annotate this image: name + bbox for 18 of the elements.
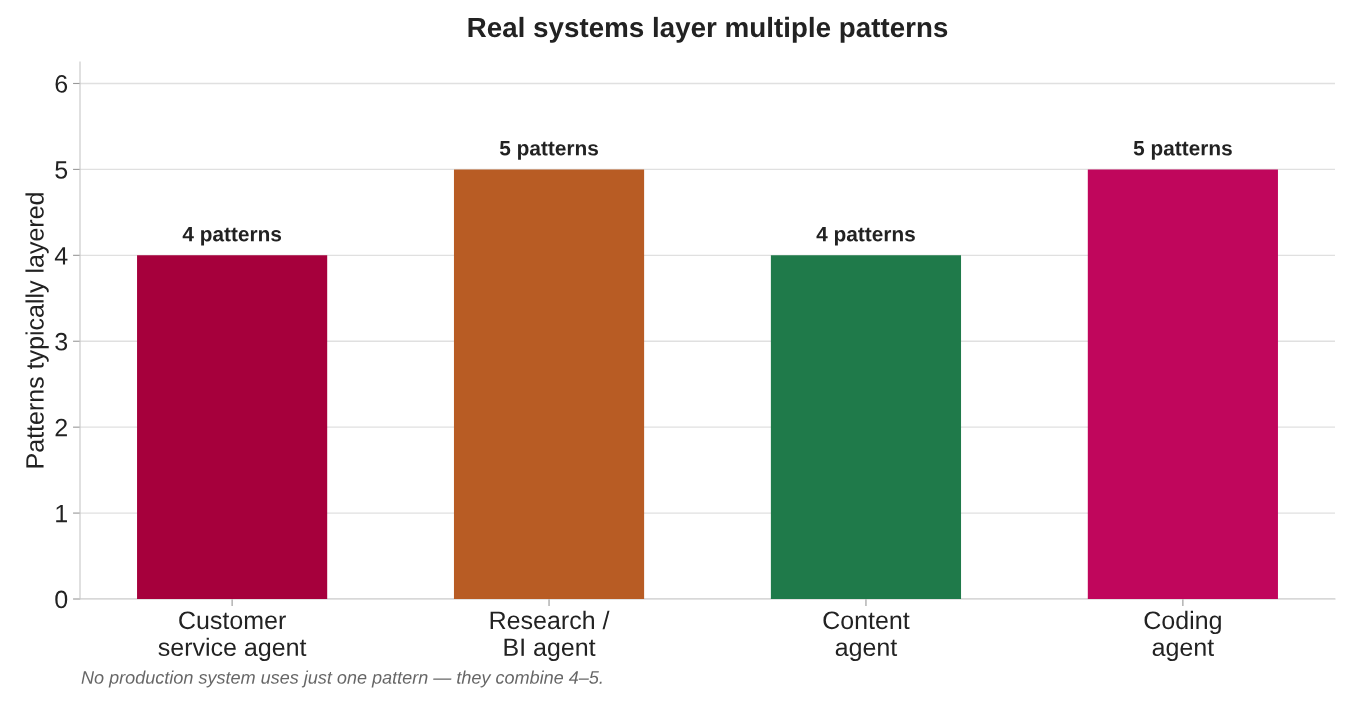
data-label: 4 patterns — [816, 226, 915, 246]
data-label: 4 patterns — [182, 226, 282, 246]
y-tick-label: 6 — [55, 75, 68, 93]
text: No production system uses just one pattern — they combine 4–5. — [81, 670, 602, 688]
x-tick-label: Customer service agent — [158, 611, 307, 662]
y-tick-label: 3 — [55, 332, 68, 351]
y-tick-label: 2 — [55, 418, 67, 437]
y-tick-label: 0 — [55, 590, 68, 609]
x-tick-label: Content agent — [823, 611, 910, 662]
y-tick-label: 1 — [56, 504, 67, 523]
chart-title: Real systems layer multiple patterns — [468, 16, 948, 43]
data-label: 5 patterns — [1133, 141, 1232, 160]
x-tick-label: Coding agent — [1144, 610, 1221, 662]
y-tick-label: 4 — [54, 247, 68, 265]
y-axis-title: Patterns typically layered — [25, 193, 49, 468]
x-tick-label: Research / BI agent — [490, 610, 610, 662]
y-tick-label: 5 — [55, 161, 68, 179]
data-label: 5 patterns — [499, 141, 598, 160]
